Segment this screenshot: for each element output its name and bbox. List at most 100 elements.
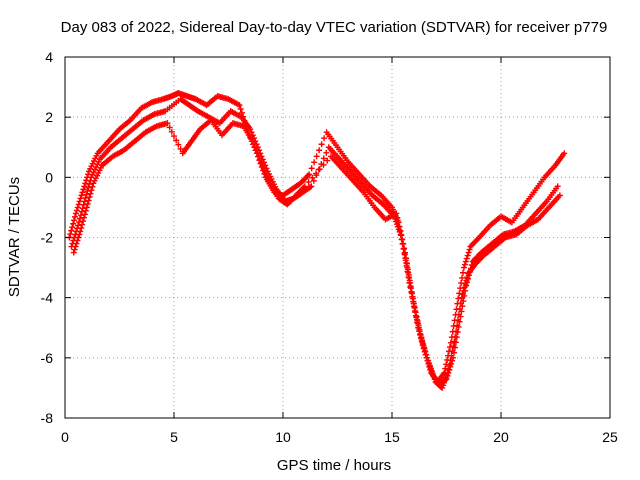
data-point — [447, 357, 454, 364]
data-point — [464, 274, 471, 281]
data-point — [81, 198, 88, 205]
data-point — [413, 316, 420, 323]
data-point — [403, 262, 410, 269]
data-point — [82, 180, 89, 187]
data-point — [247, 126, 254, 133]
data-point — [310, 177, 317, 184]
data-point — [307, 184, 314, 191]
data-point — [458, 294, 465, 301]
series-track-b — [68, 96, 561, 388]
data-point — [464, 252, 471, 259]
x-tick-label: 0 — [61, 429, 69, 445]
data-point — [455, 317, 462, 324]
data-point — [463, 277, 470, 284]
data-point — [81, 183, 88, 190]
data-point — [83, 204, 90, 211]
data-point — [309, 174, 316, 181]
data-point — [301, 183, 308, 190]
data-point — [79, 221, 86, 228]
data-point — [448, 352, 455, 359]
data-point — [455, 295, 462, 302]
data-point — [69, 224, 76, 231]
data-point — [401, 251, 408, 258]
data-point — [308, 183, 315, 190]
data-point — [81, 211, 88, 218]
data-point — [461, 284, 468, 291]
x-axis-title: GPS time / hours — [277, 457, 391, 474]
data-point — [449, 347, 456, 354]
data-point — [168, 128, 175, 135]
data-point — [462, 258, 469, 265]
data-point — [73, 240, 80, 247]
x-tick-label: 5 — [170, 429, 178, 445]
data-point — [250, 141, 257, 148]
x-tick-label: 20 — [493, 429, 509, 445]
data-point — [456, 305, 463, 312]
data-point — [316, 166, 323, 173]
data-point — [263, 171, 270, 178]
data-point — [417, 332, 424, 339]
data-point — [409, 293, 416, 300]
data-point — [306, 171, 313, 178]
data-point — [77, 212, 84, 219]
data-point — [73, 207, 80, 214]
data-point — [72, 210, 79, 217]
data-point — [80, 218, 87, 225]
y-tick-label: -4 — [41, 290, 54, 306]
data-point — [259, 162, 266, 169]
data-point — [255, 153, 262, 160]
data-point — [463, 255, 470, 262]
data-point — [85, 184, 92, 191]
data-point — [260, 165, 267, 172]
y-tick-label: 4 — [45, 49, 53, 65]
data-marks — [66, 90, 568, 391]
data-point — [400, 246, 407, 253]
data-point — [251, 135, 258, 142]
data-point — [82, 207, 89, 214]
data-point — [394, 214, 401, 221]
data-point — [402, 257, 409, 264]
data-point — [397, 227, 404, 234]
data-point — [466, 246, 473, 253]
plot-frame — [64, 56, 611, 419]
data-point — [399, 240, 406, 247]
data-point — [462, 280, 469, 287]
data-point — [85, 197, 92, 204]
data-point — [423, 351, 430, 358]
x-tick-label: 25 — [602, 429, 618, 445]
data-point — [454, 322, 461, 329]
y-tick-label: 0 — [45, 169, 53, 185]
data-point — [86, 181, 93, 188]
data-point — [415, 324, 422, 331]
data-point — [424, 354, 431, 361]
data-point — [80, 214, 87, 221]
data-point — [459, 274, 466, 281]
data-point — [442, 365, 449, 372]
data-point — [404, 268, 411, 275]
data-point — [320, 161, 327, 168]
data-point — [561, 150, 568, 157]
data-point — [261, 168, 268, 175]
data-point — [164, 120, 171, 127]
data-point — [77, 228, 84, 235]
data-point — [474, 235, 481, 242]
data-point — [83, 191, 90, 198]
data-point — [166, 124, 173, 131]
data-point — [318, 141, 325, 148]
data-point — [70, 220, 77, 227]
x-tick-label: 15 — [384, 429, 400, 445]
data-point — [316, 147, 323, 154]
data-point — [418, 335, 425, 342]
data-point — [425, 357, 432, 364]
data-point — [79, 205, 86, 212]
data-point — [71, 217, 78, 224]
data-point — [450, 343, 457, 350]
data-point — [76, 231, 83, 238]
data-point — [398, 236, 405, 243]
data-point — [78, 208, 85, 215]
data-point — [410, 298, 417, 305]
data-point — [75, 222, 82, 229]
data-point — [80, 186, 87, 193]
data-point — [457, 300, 464, 307]
data-point — [451, 338, 458, 345]
